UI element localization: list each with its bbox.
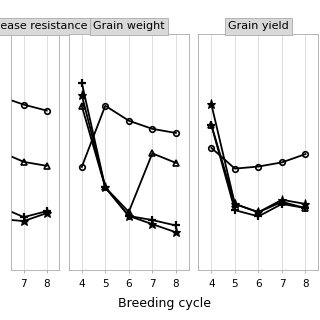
Text: Breeding cycle: Breeding cycle bbox=[118, 297, 211, 310]
Title: Grain yield: Grain yield bbox=[228, 21, 289, 31]
Title: Grain weight: Grain weight bbox=[93, 21, 164, 31]
Title: Disease resistance: Disease resistance bbox=[0, 21, 87, 31]
